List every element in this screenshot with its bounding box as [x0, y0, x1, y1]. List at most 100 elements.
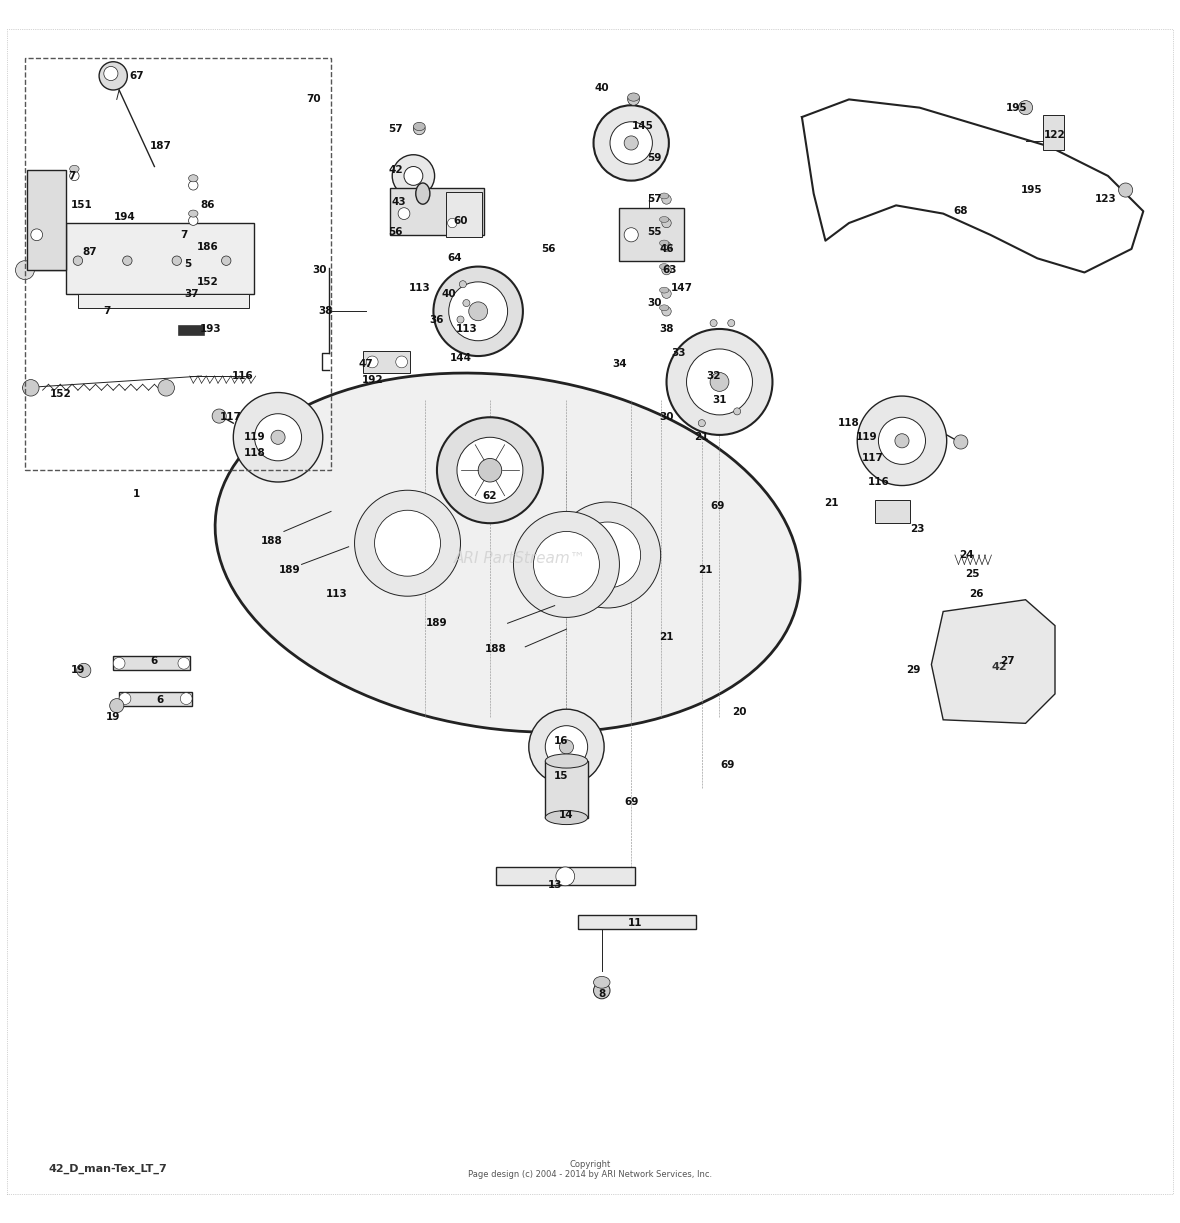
Text: 7: 7	[181, 230, 188, 240]
Text: 13: 13	[548, 879, 562, 889]
Circle shape	[1018, 100, 1032, 115]
Bar	[389, 187, 484, 235]
Text: 30: 30	[312, 265, 327, 275]
Circle shape	[123, 256, 132, 265]
Ellipse shape	[660, 264, 669, 269]
Text: 5: 5	[184, 259, 191, 269]
Circle shape	[172, 256, 182, 265]
Circle shape	[953, 435, 968, 449]
Text: 21: 21	[695, 432, 709, 443]
Bar	[113, 657, 190, 670]
Bar	[446, 192, 481, 237]
Text: 63: 63	[663, 265, 677, 275]
Ellipse shape	[189, 175, 198, 182]
Text: 21: 21	[660, 632, 674, 642]
Text: 26: 26	[969, 588, 983, 599]
Text: 47: 47	[359, 360, 374, 369]
Text: 25: 25	[965, 569, 979, 578]
Circle shape	[222, 256, 231, 265]
Circle shape	[459, 281, 466, 287]
Ellipse shape	[660, 240, 669, 246]
Bar	[1043, 115, 1064, 150]
Text: 11: 11	[628, 918, 642, 928]
Text: 188: 188	[485, 645, 506, 654]
Circle shape	[710, 373, 729, 391]
Circle shape	[189, 216, 198, 225]
Text: 62: 62	[483, 492, 497, 501]
Circle shape	[857, 396, 946, 486]
Circle shape	[354, 490, 460, 596]
Circle shape	[31, 229, 42, 241]
Text: 145: 145	[632, 121, 654, 132]
Circle shape	[1119, 183, 1133, 197]
Circle shape	[99, 61, 127, 91]
Text: 21: 21	[824, 498, 839, 509]
Circle shape	[392, 155, 434, 197]
Text: 117: 117	[861, 454, 884, 464]
Text: 20: 20	[733, 707, 747, 717]
Text: 56: 56	[388, 227, 404, 237]
Circle shape	[70, 171, 79, 181]
Circle shape	[457, 316, 464, 323]
Text: 40: 40	[595, 83, 609, 93]
Circle shape	[189, 181, 198, 190]
Text: 123: 123	[1095, 194, 1116, 204]
Text: 64: 64	[447, 253, 461, 263]
Text: 37: 37	[185, 289, 199, 298]
Text: 195: 195	[1021, 185, 1042, 194]
Text: 144: 144	[450, 353, 472, 363]
Circle shape	[533, 532, 599, 597]
Circle shape	[255, 413, 302, 461]
Circle shape	[395, 356, 407, 368]
Circle shape	[575, 522, 641, 588]
Ellipse shape	[660, 305, 669, 311]
Circle shape	[624, 227, 638, 242]
Circle shape	[22, 379, 39, 396]
Text: 118: 118	[243, 448, 266, 457]
Circle shape	[463, 300, 470, 307]
Circle shape	[710, 319, 717, 327]
Text: 118: 118	[838, 418, 860, 428]
Text: 29: 29	[906, 665, 920, 675]
Text: 43: 43	[392, 197, 407, 207]
Circle shape	[181, 692, 192, 704]
Ellipse shape	[545, 811, 588, 824]
Text: 151: 151	[71, 201, 92, 210]
Text: 30: 30	[660, 412, 674, 422]
Text: 152: 152	[197, 276, 218, 287]
Circle shape	[734, 407, 741, 415]
Text: 68: 68	[953, 207, 968, 216]
Text: 57: 57	[648, 194, 662, 204]
Text: 119: 119	[244, 432, 266, 443]
Text: 194: 194	[114, 212, 136, 223]
Circle shape	[594, 105, 669, 181]
Text: 147: 147	[670, 283, 693, 292]
Text: 113: 113	[455, 324, 477, 334]
Circle shape	[447, 219, 457, 227]
Circle shape	[158, 379, 175, 396]
Circle shape	[728, 319, 735, 327]
Text: 113: 113	[408, 283, 431, 292]
Text: 42_D_man-Tex_LT_7: 42_D_man-Tex_LT_7	[48, 1164, 168, 1174]
Text: 122: 122	[1044, 130, 1066, 139]
Ellipse shape	[413, 122, 425, 131]
Bar	[578, 915, 696, 929]
Text: 116: 116	[867, 477, 890, 487]
Text: 7: 7	[104, 306, 111, 317]
Text: 34: 34	[612, 360, 627, 369]
Text: 87: 87	[83, 247, 97, 258]
Circle shape	[687, 349, 753, 415]
Text: 56: 56	[542, 243, 556, 254]
Ellipse shape	[215, 373, 800, 733]
Text: 55: 55	[648, 227, 662, 237]
Text: 113: 113	[326, 588, 348, 599]
Text: 31: 31	[713, 395, 727, 405]
Ellipse shape	[660, 193, 669, 199]
Circle shape	[468, 302, 487, 320]
Bar	[119, 691, 192, 706]
Circle shape	[104, 66, 118, 81]
Text: ARI PartStream™: ARI PartStream™	[453, 552, 585, 566]
Text: 69: 69	[624, 797, 638, 807]
Text: 186: 186	[197, 242, 218, 252]
Bar	[27, 170, 66, 270]
